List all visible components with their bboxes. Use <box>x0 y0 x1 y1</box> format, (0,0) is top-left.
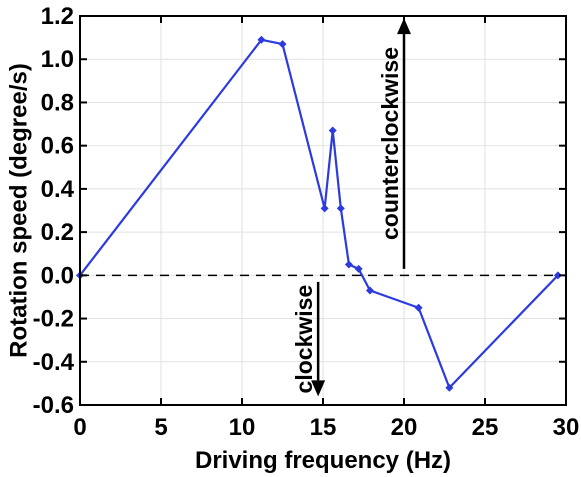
x-tick-label: 20 <box>391 414 418 441</box>
annotation-label: clockwise <box>291 285 317 394</box>
tick-labels: 0 5 10 15 20 25 30 -0.6 -0.4 -0.2 0.0 0.2 0.4 0.6 0.8 1… <box>33 3 580 441</box>
y-tick-label: -0.6 <box>33 392 74 419</box>
data-point <box>445 383 454 392</box>
x-tick-label: 30 <box>553 414 580 441</box>
data-point <box>414 303 423 312</box>
data-point <box>328 126 337 135</box>
data-point <box>336 204 345 213</box>
annotation-label: counterclockwise <box>377 47 403 240</box>
y-tick-label: 0.6 <box>41 133 74 160</box>
y-tick-label: 1.0 <box>41 46 74 73</box>
data-point <box>354 264 363 273</box>
annotation-layer: counterclockwise clockwise <box>291 18 411 397</box>
data-point <box>553 271 562 280</box>
y-axis-title: Rotation speed (degree/s) <box>5 63 32 358</box>
x-tick-label: 5 <box>154 414 167 441</box>
data-point <box>257 35 266 44</box>
y-tick-label: 0.2 <box>41 219 74 246</box>
y-tick-label: 0.8 <box>41 89 74 116</box>
data-point <box>344 260 353 269</box>
x-axis-title: Driving frequency (Hz) <box>195 447 451 474</box>
y-tick-label: -0.4 <box>33 349 75 376</box>
x-tick-label: 25 <box>472 414 499 441</box>
axis-ticks <box>79 15 567 406</box>
annotation-arrow-head <box>397 18 411 35</box>
data-point <box>365 286 374 295</box>
annotation-arrow-head <box>311 380 326 397</box>
x-tick-label: 0 <box>73 414 86 441</box>
y-tick-label: 0.0 <box>41 262 74 289</box>
series-line <box>79 38 559 389</box>
y-tick-label: 1.2 <box>41 3 74 30</box>
data-point <box>278 40 287 49</box>
series-layer <box>76 35 562 392</box>
data-point <box>320 204 329 213</box>
y-tick-label: 0.4 <box>41 176 75 203</box>
y-tick-label: -0.2 <box>33 306 74 333</box>
x-tick-label: 15 <box>310 414 337 441</box>
x-tick-label: 10 <box>229 414 256 441</box>
